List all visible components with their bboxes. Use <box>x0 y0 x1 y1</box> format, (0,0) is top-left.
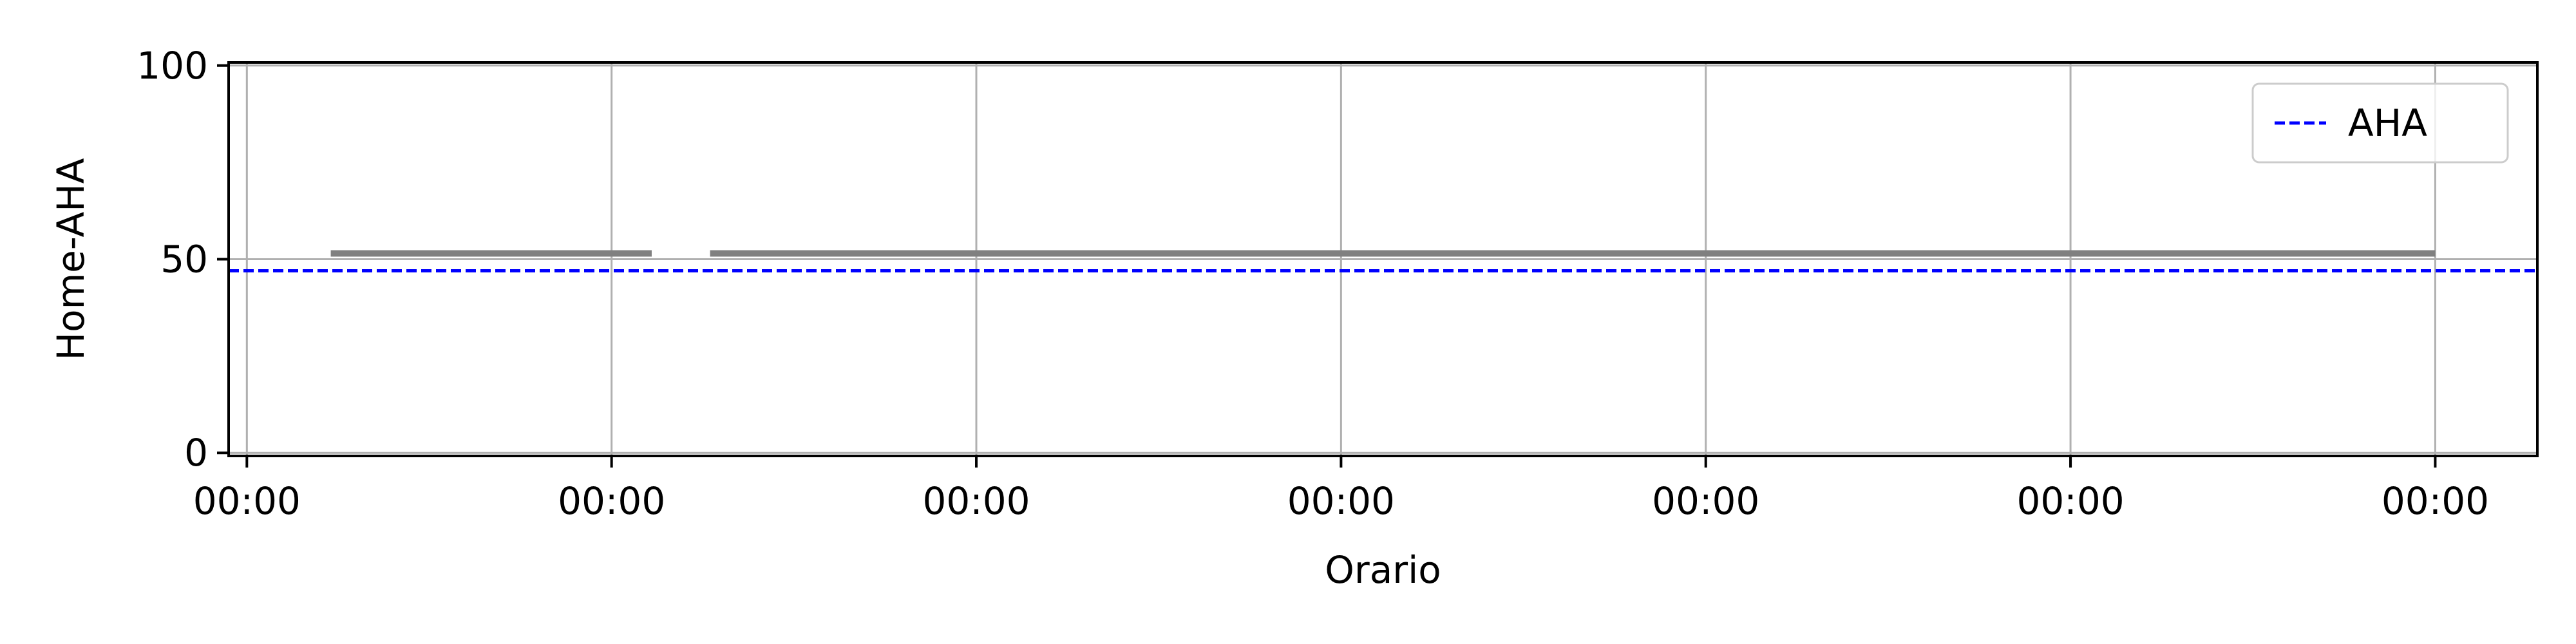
y-tick-label: 100 <box>137 44 208 88</box>
x-tick-label: 00:00 <box>193 479 301 523</box>
x-tick-label: 00:00 <box>2016 479 2124 523</box>
x-tick-label: 00:00 <box>2382 479 2489 523</box>
y-tick-label: 50 <box>160 238 208 281</box>
x-tick-label: 00:00 <box>558 479 665 523</box>
grid-layer <box>229 62 2537 456</box>
data-layer <box>229 250 2537 273</box>
y-tick-label: 0 <box>184 431 208 475</box>
legend: AHA <box>2251 82 2509 164</box>
x-axis-label: Orario <box>1325 548 1441 592</box>
x-tick-label: 00:00 <box>922 479 1030 523</box>
legend-box <box>2251 82 2509 164</box>
x-tick-label: 00:00 <box>1652 479 1759 523</box>
y-axis-label: Home-AHA <box>49 158 93 360</box>
axis-layer: 00:00 00:00 00:00 00:00 00:00 00:00 00:0005010… <box>137 44 2489 523</box>
legend-label-aha: AHA <box>2348 101 2427 145</box>
x-tick-label: 00:00 <box>1287 479 1395 523</box>
